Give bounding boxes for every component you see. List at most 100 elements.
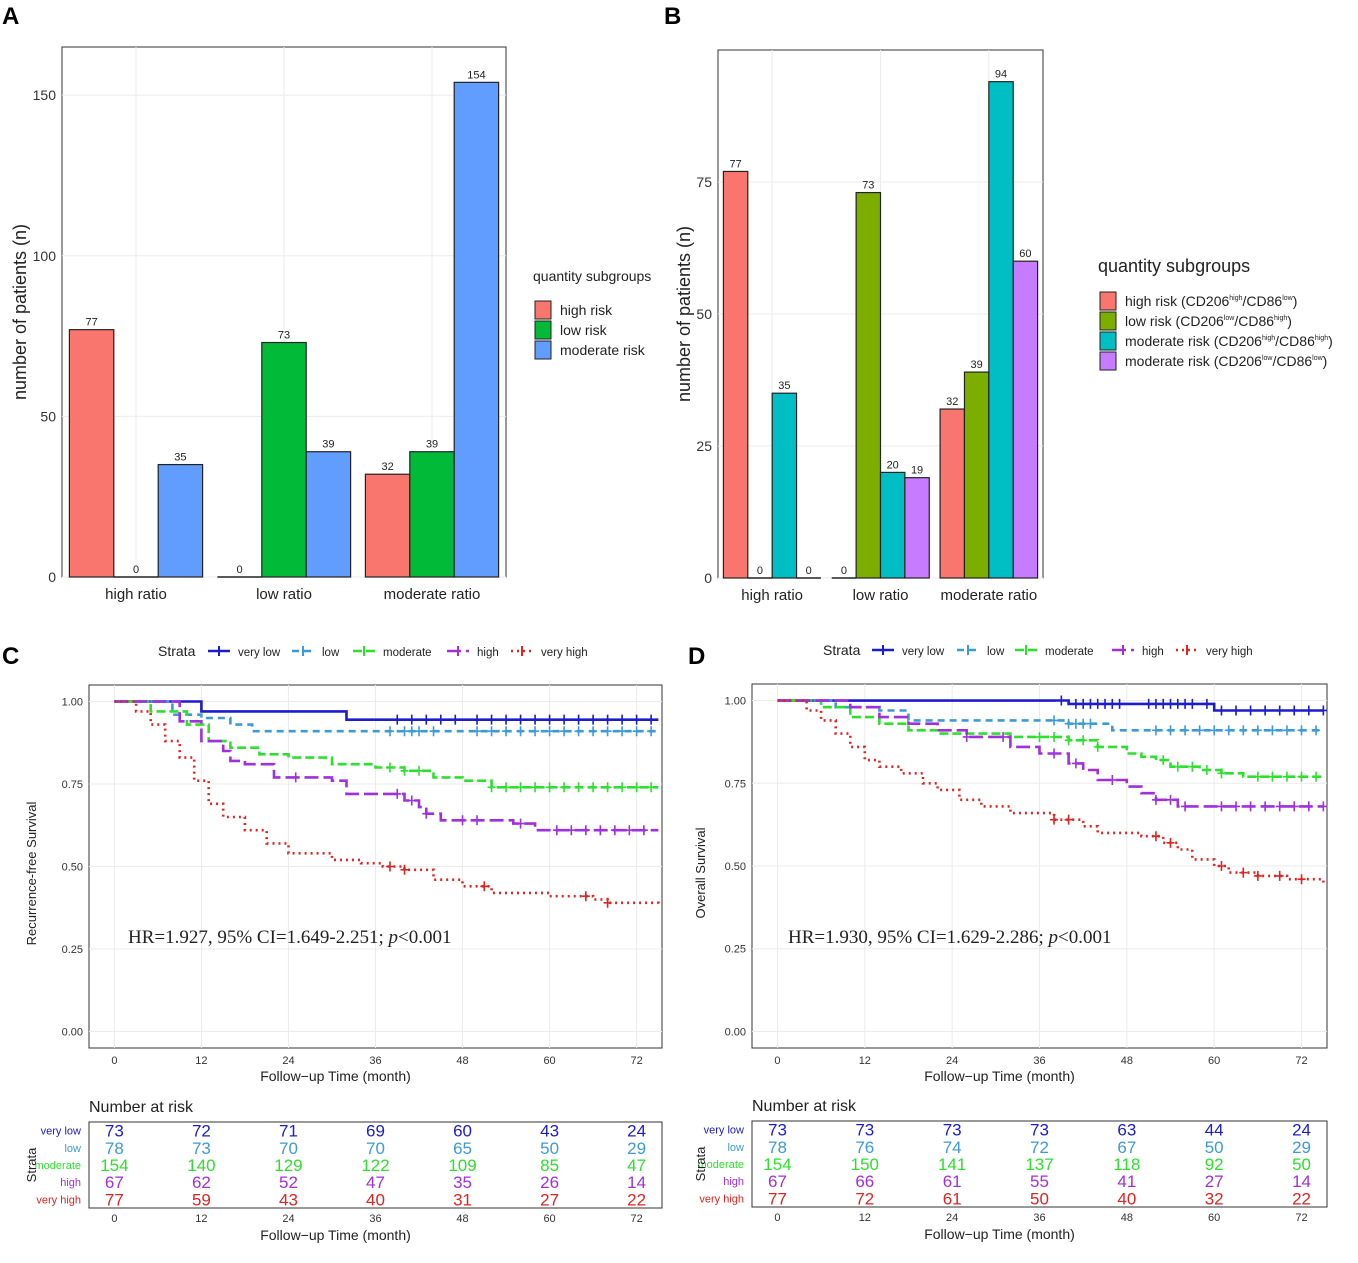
legend-label-part: ) <box>1328 333 1333 349</box>
risk-count: 14 <box>627 1173 646 1192</box>
legend-swatch <box>1099 331 1117 351</box>
censor-mark <box>545 782 554 793</box>
risk-count: 140 <box>187 1156 215 1175</box>
survival-curve <box>114 700 659 789</box>
censor-mark <box>1050 715 1059 726</box>
legend-label: low <box>987 646 1005 658</box>
legend-label-part: low risk <box>560 322 608 338</box>
censor-mark <box>451 714 460 725</box>
censor-mark <box>1282 771 1291 782</box>
hr-annotation-part: <0.001 <box>1058 927 1111 948</box>
censor-mark <box>1239 725 1248 736</box>
censor-mark <box>407 714 416 725</box>
legend-label-part: /CD86 <box>1275 333 1315 349</box>
bar-value-label: 0 <box>237 564 243 576</box>
risk-y-axis-label: Strata <box>24 1147 39 1182</box>
censor-mark <box>581 825 590 836</box>
risk-count: 24 <box>1292 1121 1311 1140</box>
censor-mark <box>1144 698 1153 709</box>
censor-mark <box>1181 725 1190 736</box>
censor-mark <box>1253 771 1262 782</box>
x-axis-label: Follow−up Time (month) <box>260 1068 411 1084</box>
risk-x-tick-label: 36 <box>369 1213 381 1225</box>
bar <box>261 341 307 578</box>
bar <box>722 170 749 579</box>
risk-count: 129 <box>274 1156 302 1175</box>
bar-value-label: 20 <box>887 459 899 471</box>
risk-count: 73 <box>943 1121 962 1140</box>
risk-count: 70 <box>366 1139 385 1158</box>
censor-mark <box>1217 861 1226 871</box>
censor-mark <box>415 765 424 776</box>
censor-mark <box>407 795 416 806</box>
risk-count: 43 <box>540 1122 559 1141</box>
censor-mark <box>1079 698 1088 709</box>
legend-label-part: high risk (CD206 <box>1125 293 1229 309</box>
censor-mark <box>647 782 656 793</box>
y-tick-label: 75 <box>696 174 712 190</box>
censor-mark <box>1297 874 1306 885</box>
censor-mark <box>625 825 634 836</box>
risk-x-tick-label: 24 <box>282 1213 294 1225</box>
censor-mark <box>487 714 496 725</box>
panel-label-d: D <box>688 643 705 670</box>
risk-count: 85 <box>540 1156 559 1175</box>
legend-title: quantity subgroups <box>1098 256 1250 276</box>
censor-mark <box>1151 794 1160 805</box>
x-tick-label: 72 <box>1295 1055 1307 1067</box>
risk-count: 40 <box>366 1190 385 1209</box>
censor-mark <box>589 782 598 793</box>
bar <box>364 473 411 578</box>
y-tick-label: 0.75 <box>62 779 83 791</box>
legend-label: high risk (CD206high/CD86low) <box>1125 293 1297 309</box>
bar-value-label: 94 <box>995 69 1007 81</box>
legend-label: low <box>322 647 340 659</box>
bar <box>1012 260 1039 579</box>
y-axis-label: number of patients (n) <box>10 224 30 400</box>
censor-mark <box>589 726 598 737</box>
risk-row-label: high <box>60 1177 81 1189</box>
censor-mark <box>1086 698 1095 709</box>
risk-count: 141 <box>938 1155 966 1174</box>
censor-mark <box>1268 771 1277 782</box>
censor-mark <box>473 815 482 826</box>
x-category-label: moderate ratio <box>384 586 481 603</box>
risk-count: 67 <box>1117 1138 1136 1157</box>
risk-count: 43 <box>279 1190 298 1209</box>
censor-mark <box>1064 814 1073 825</box>
risk-count: 29 <box>627 1139 646 1158</box>
risk-x-axis-label: Follow−up Time (month) <box>924 1226 1075 1242</box>
x-tick-label: 48 <box>1121 1055 1133 1067</box>
censor-mark <box>1290 801 1299 812</box>
censor-mark <box>1050 748 1059 759</box>
censor-mark <box>1151 831 1160 842</box>
x-category-label: low ratio <box>256 586 312 603</box>
censor-mark <box>473 714 482 725</box>
censor-mark <box>1035 731 1044 742</box>
bar <box>157 463 204 578</box>
censor-mark <box>1050 814 1059 825</box>
censor-mark <box>400 765 409 776</box>
censor-mark <box>1239 867 1248 878</box>
x-tick-label: 12 <box>859 1055 871 1067</box>
y-tick-label: 0 <box>704 570 712 586</box>
survival-curve <box>114 700 659 733</box>
censor-mark <box>1071 718 1080 729</box>
y-tick-label: 1.00 <box>62 697 83 709</box>
bar-value-label: 39 <box>322 439 334 451</box>
censor-mark <box>574 782 583 793</box>
censor-mark <box>1064 735 1073 746</box>
censor-mark <box>1268 725 1277 736</box>
x-category-label: low ratio <box>853 587 909 604</box>
risk-count: 92 <box>1205 1155 1224 1174</box>
legend-label: very low <box>902 646 945 658</box>
censor-mark <box>516 782 525 793</box>
censor-mark <box>603 897 612 908</box>
x-tick-label: 24 <box>282 1055 294 1067</box>
y-tick-label: 0.00 <box>725 1026 746 1038</box>
x-tick-label: 60 <box>1208 1055 1220 1067</box>
survival-curve <box>777 699 1324 712</box>
censor-mark <box>1246 705 1255 716</box>
hr-annotation-part: <0.001 <box>398 927 451 948</box>
y-tick-label: 100 <box>33 248 57 264</box>
